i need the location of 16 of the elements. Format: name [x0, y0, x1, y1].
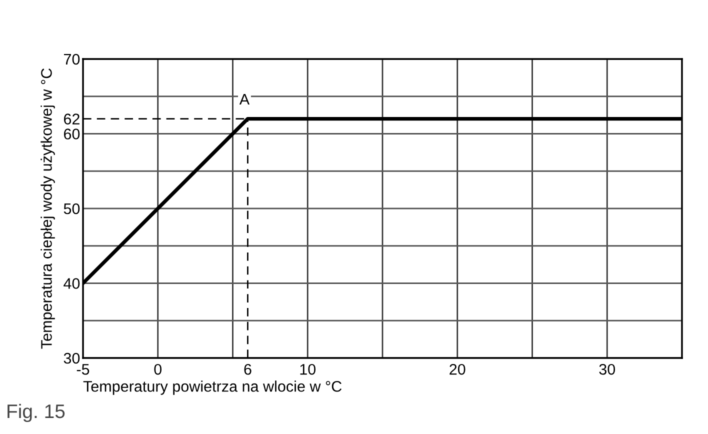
x-tick-label: 20	[450, 364, 466, 375]
y-tick-label: 60	[64, 128, 80, 140]
x-tick-label: -5	[76, 364, 90, 375]
y-tick-label: 30	[64, 352, 80, 364]
caption: Fig. 15	[8, 404, 65, 422]
x-tick-label: 6	[244, 364, 252, 375]
y-tick-label: 40	[64, 278, 80, 289]
x-tick-label: 10	[300, 364, 316, 375]
y-tick-label: 50	[64, 203, 80, 214]
y-axis-title: Temperatura ciepłej wody użytkowej w °C	[40, 68, 55, 349]
y-tick-label: 62	[64, 114, 80, 124]
y-tick-label: 70	[64, 54, 80, 65]
annotation: A	[239, 94, 250, 105]
x-tick-label: 0	[154, 364, 162, 375]
x-tick-label: 30	[599, 364, 616, 375]
x-axis-title: Temperatury powietrza na wlocie w °C	[83, 380, 342, 395]
